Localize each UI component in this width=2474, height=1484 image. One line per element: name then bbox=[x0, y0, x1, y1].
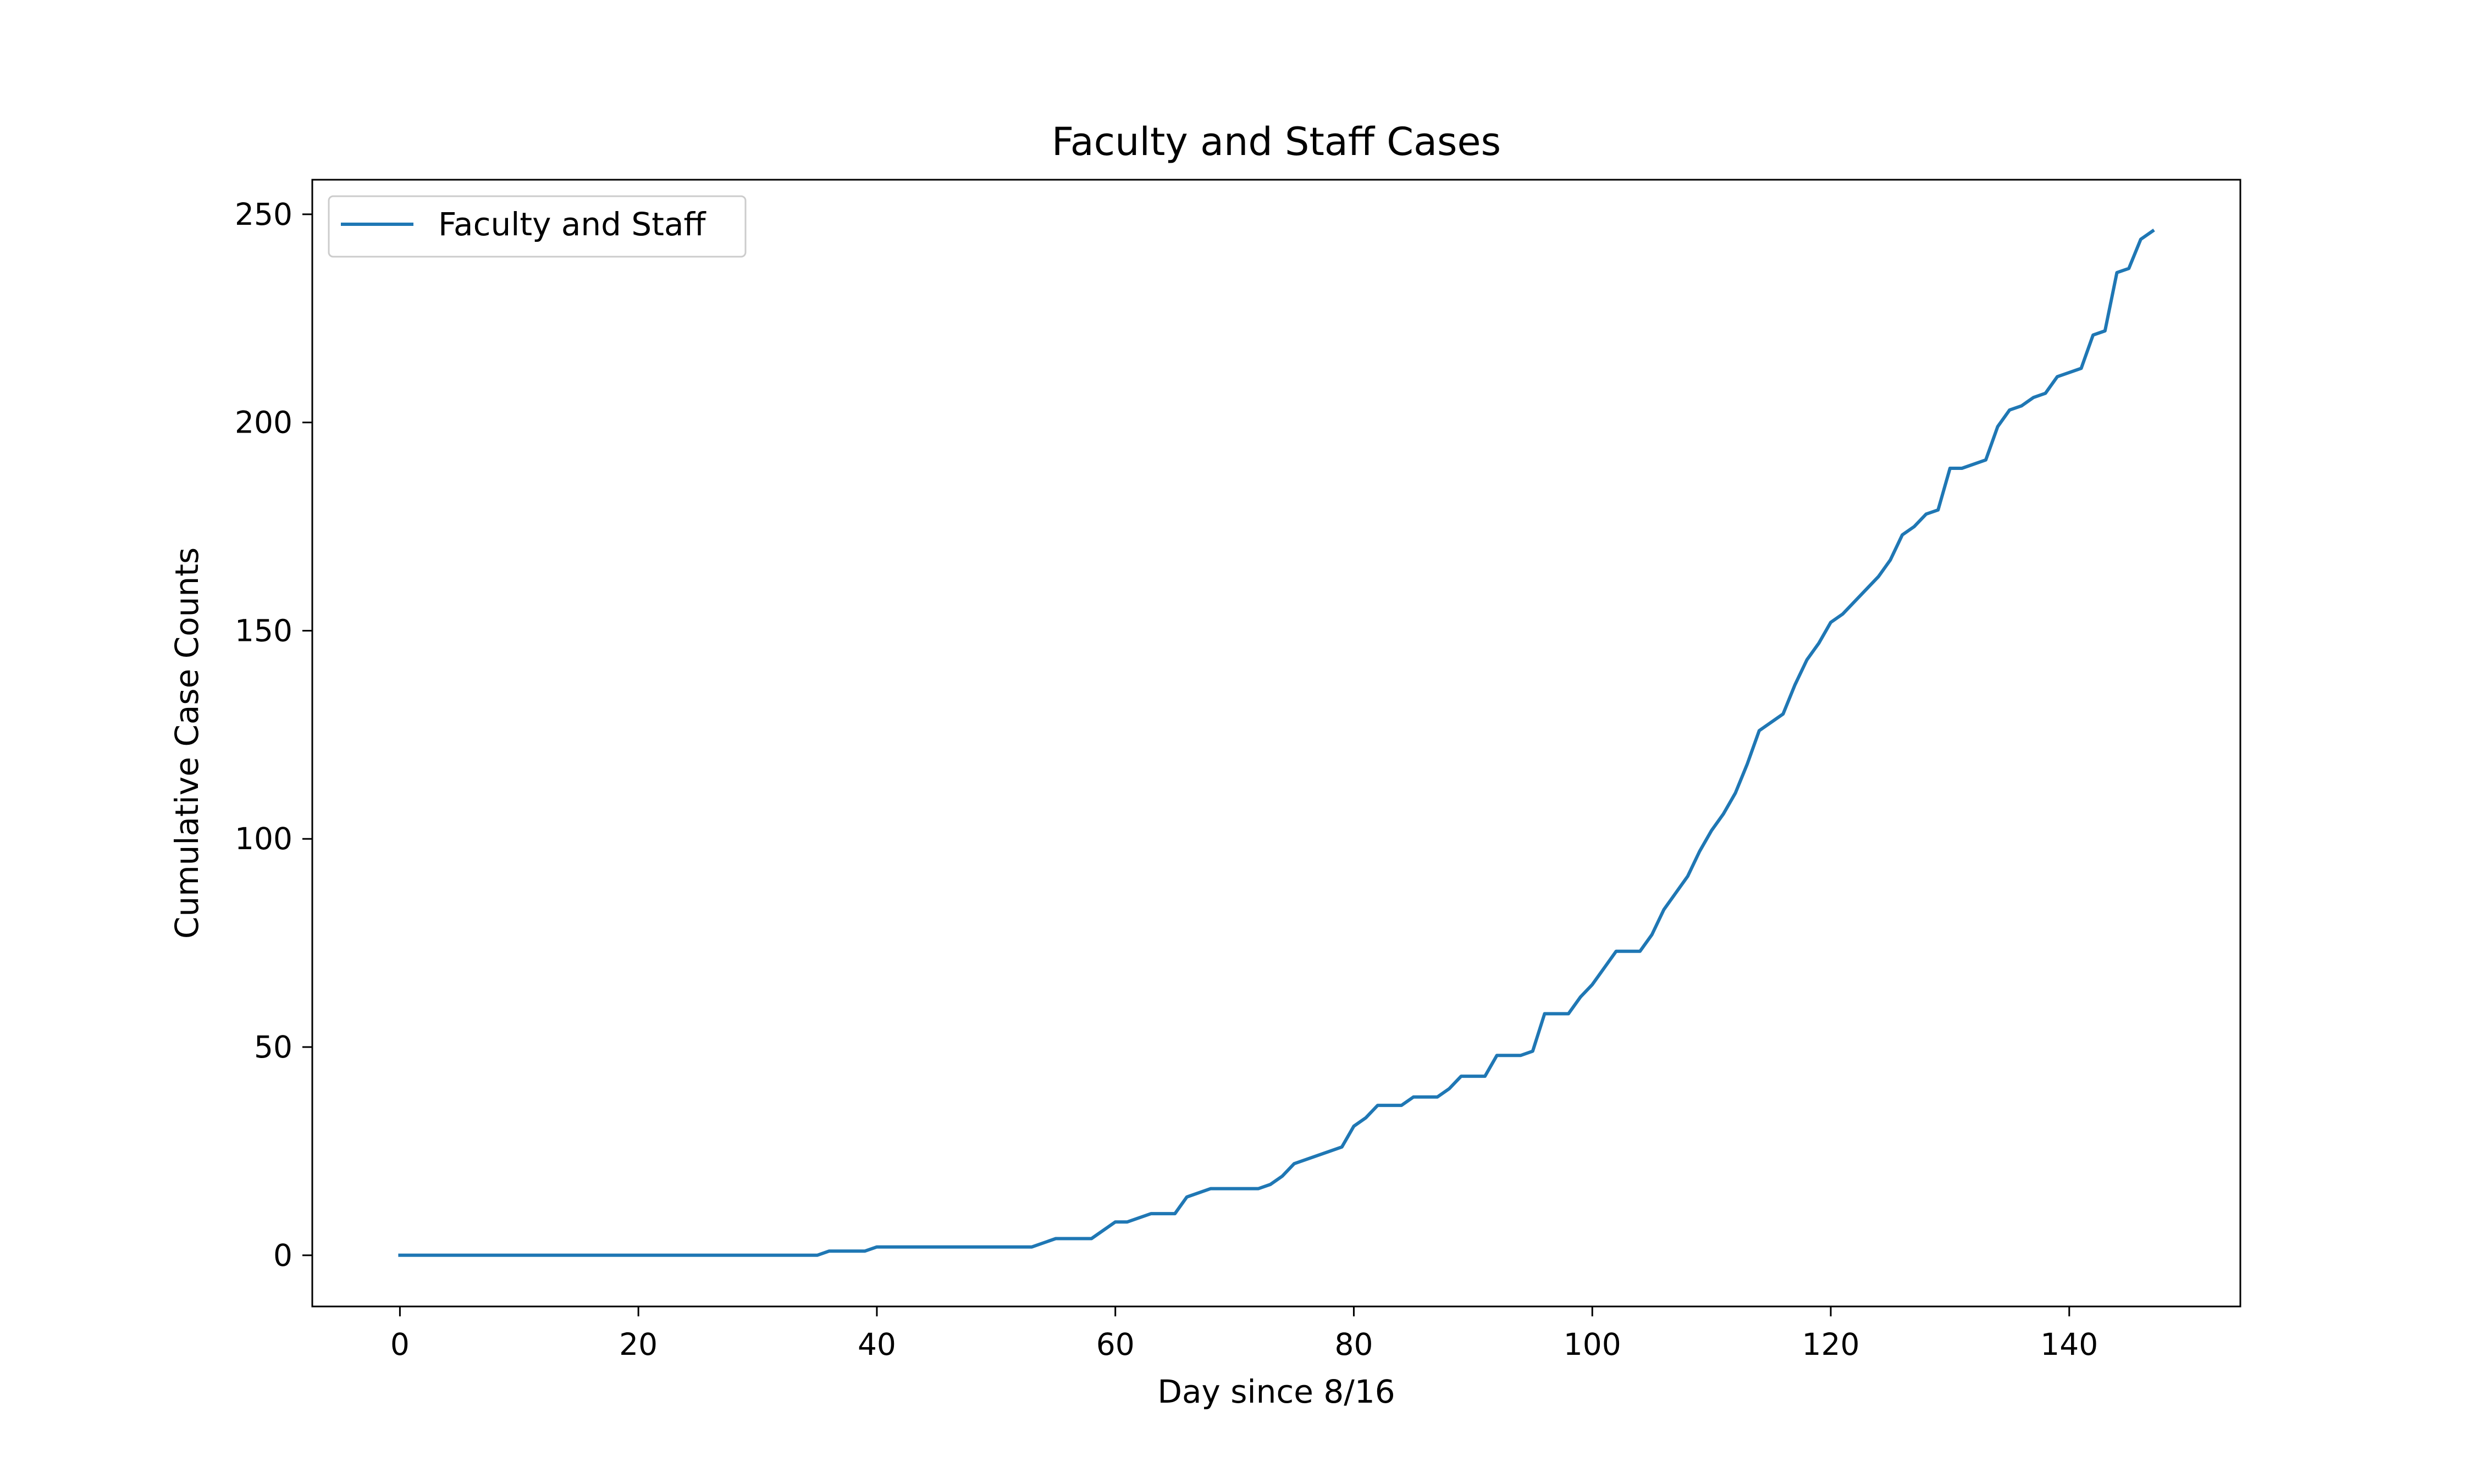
y-tick-label: 200 bbox=[235, 405, 292, 440]
x-tick-label: 60 bbox=[1096, 1327, 1135, 1362]
plot-frame bbox=[311, 179, 2241, 1308]
y-tick-label: 50 bbox=[254, 1029, 292, 1065]
x-tick-label: 20 bbox=[619, 1327, 658, 1362]
y-axis-ticks: 0 50 100 150 200 250 bbox=[235, 197, 312, 1273]
x-tick-label: 120 bbox=[1802, 1327, 1860, 1362]
x-axis-ticks: 0 20 40 60 80 100 120 140 bbox=[390, 1306, 2098, 1362]
legend-label-faculty-and-staff: Faculty and Staff bbox=[438, 206, 706, 243]
x-tick-label: 140 bbox=[2040, 1327, 2098, 1362]
y-tick-label: 250 bbox=[235, 197, 292, 232]
x-tick-label: 40 bbox=[858, 1327, 896, 1362]
x-tick-label: 80 bbox=[1334, 1327, 1373, 1362]
series-line-faculty-and-staff bbox=[398, 229, 2155, 1257]
y-axis-label: Cumulative Case Counts bbox=[168, 547, 206, 939]
y-tick-label: 100 bbox=[235, 821, 292, 856]
x-tick-label: 100 bbox=[1564, 1327, 1621, 1362]
legend-box bbox=[328, 195, 747, 258]
legend: Faculty and Staff bbox=[328, 195, 747, 258]
x-axis-label: Day since 8/16 bbox=[1157, 1373, 1395, 1410]
y-tick-label: 150 bbox=[235, 613, 292, 648]
x-tick-label: 0 bbox=[390, 1327, 410, 1362]
y-tick-label: 0 bbox=[273, 1238, 292, 1273]
chart-title: Faculty and Staff Cases bbox=[1052, 119, 1501, 164]
